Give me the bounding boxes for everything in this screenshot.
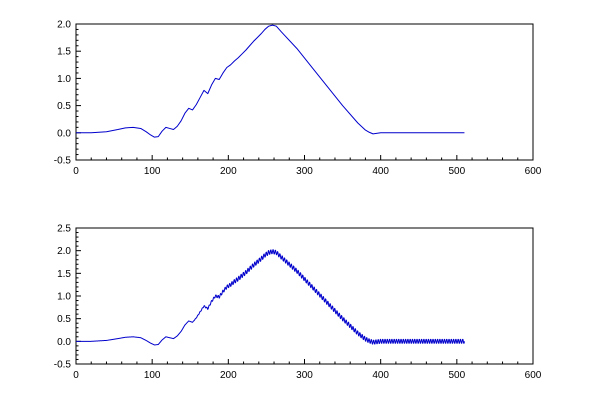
x-tick-label: 400 (372, 166, 389, 177)
x-tick-label: 0 (73, 166, 79, 177)
chart-top: 0 100 200 300 400 500 600 -0.5 0.0 0.5 1.0 1.5 2.0 (54, 20, 542, 178)
series-line (76, 24, 465, 138)
y-tick-label: -0.5 (54, 156, 72, 167)
x-tick-label: 300 (296, 166, 313, 177)
plot-area (75, 23, 534, 161)
x-tick-label: 0 (73, 370, 79, 381)
chart-bottom: 0 100 200 300 400 500 600 -0.5 0.0 0.5 1.0 1.5 2.0 2.… (54, 224, 542, 382)
x-tick-label: 600 (525, 370, 542, 381)
y-tick-label: -0.5 (54, 360, 72, 371)
x-tick-label: 200 (220, 166, 237, 177)
y-tick-label: 2.5 (57, 224, 71, 235)
y-tick-label: 2.0 (57, 246, 71, 257)
y-tick-label: 1.0 (57, 74, 71, 85)
y-tick-label: 0.5 (57, 314, 71, 325)
y-tick-label: 2.0 (57, 20, 71, 31)
x-tick-label: 200 (220, 370, 237, 381)
series-line (75, 249, 465, 346)
y-tick-label: 1.0 (57, 292, 71, 303)
y-tick-label: 0.0 (57, 128, 71, 139)
x-tick-label: 100 (144, 370, 161, 381)
x-tick-label: 300 (296, 370, 313, 381)
x-tick-label: 400 (372, 370, 389, 381)
x-tick-label: 100 (144, 166, 161, 177)
y-tick-label: 0.5 (57, 101, 71, 112)
y-tick-label: 0.0 (57, 337, 71, 348)
x-tick-label: 600 (525, 166, 542, 177)
y-tick-label: 1.5 (57, 269, 71, 280)
x-tick-label: 500 (448, 166, 465, 177)
x-tick-label: 500 (448, 370, 465, 381)
y-tick-label: 1.5 (57, 47, 71, 58)
